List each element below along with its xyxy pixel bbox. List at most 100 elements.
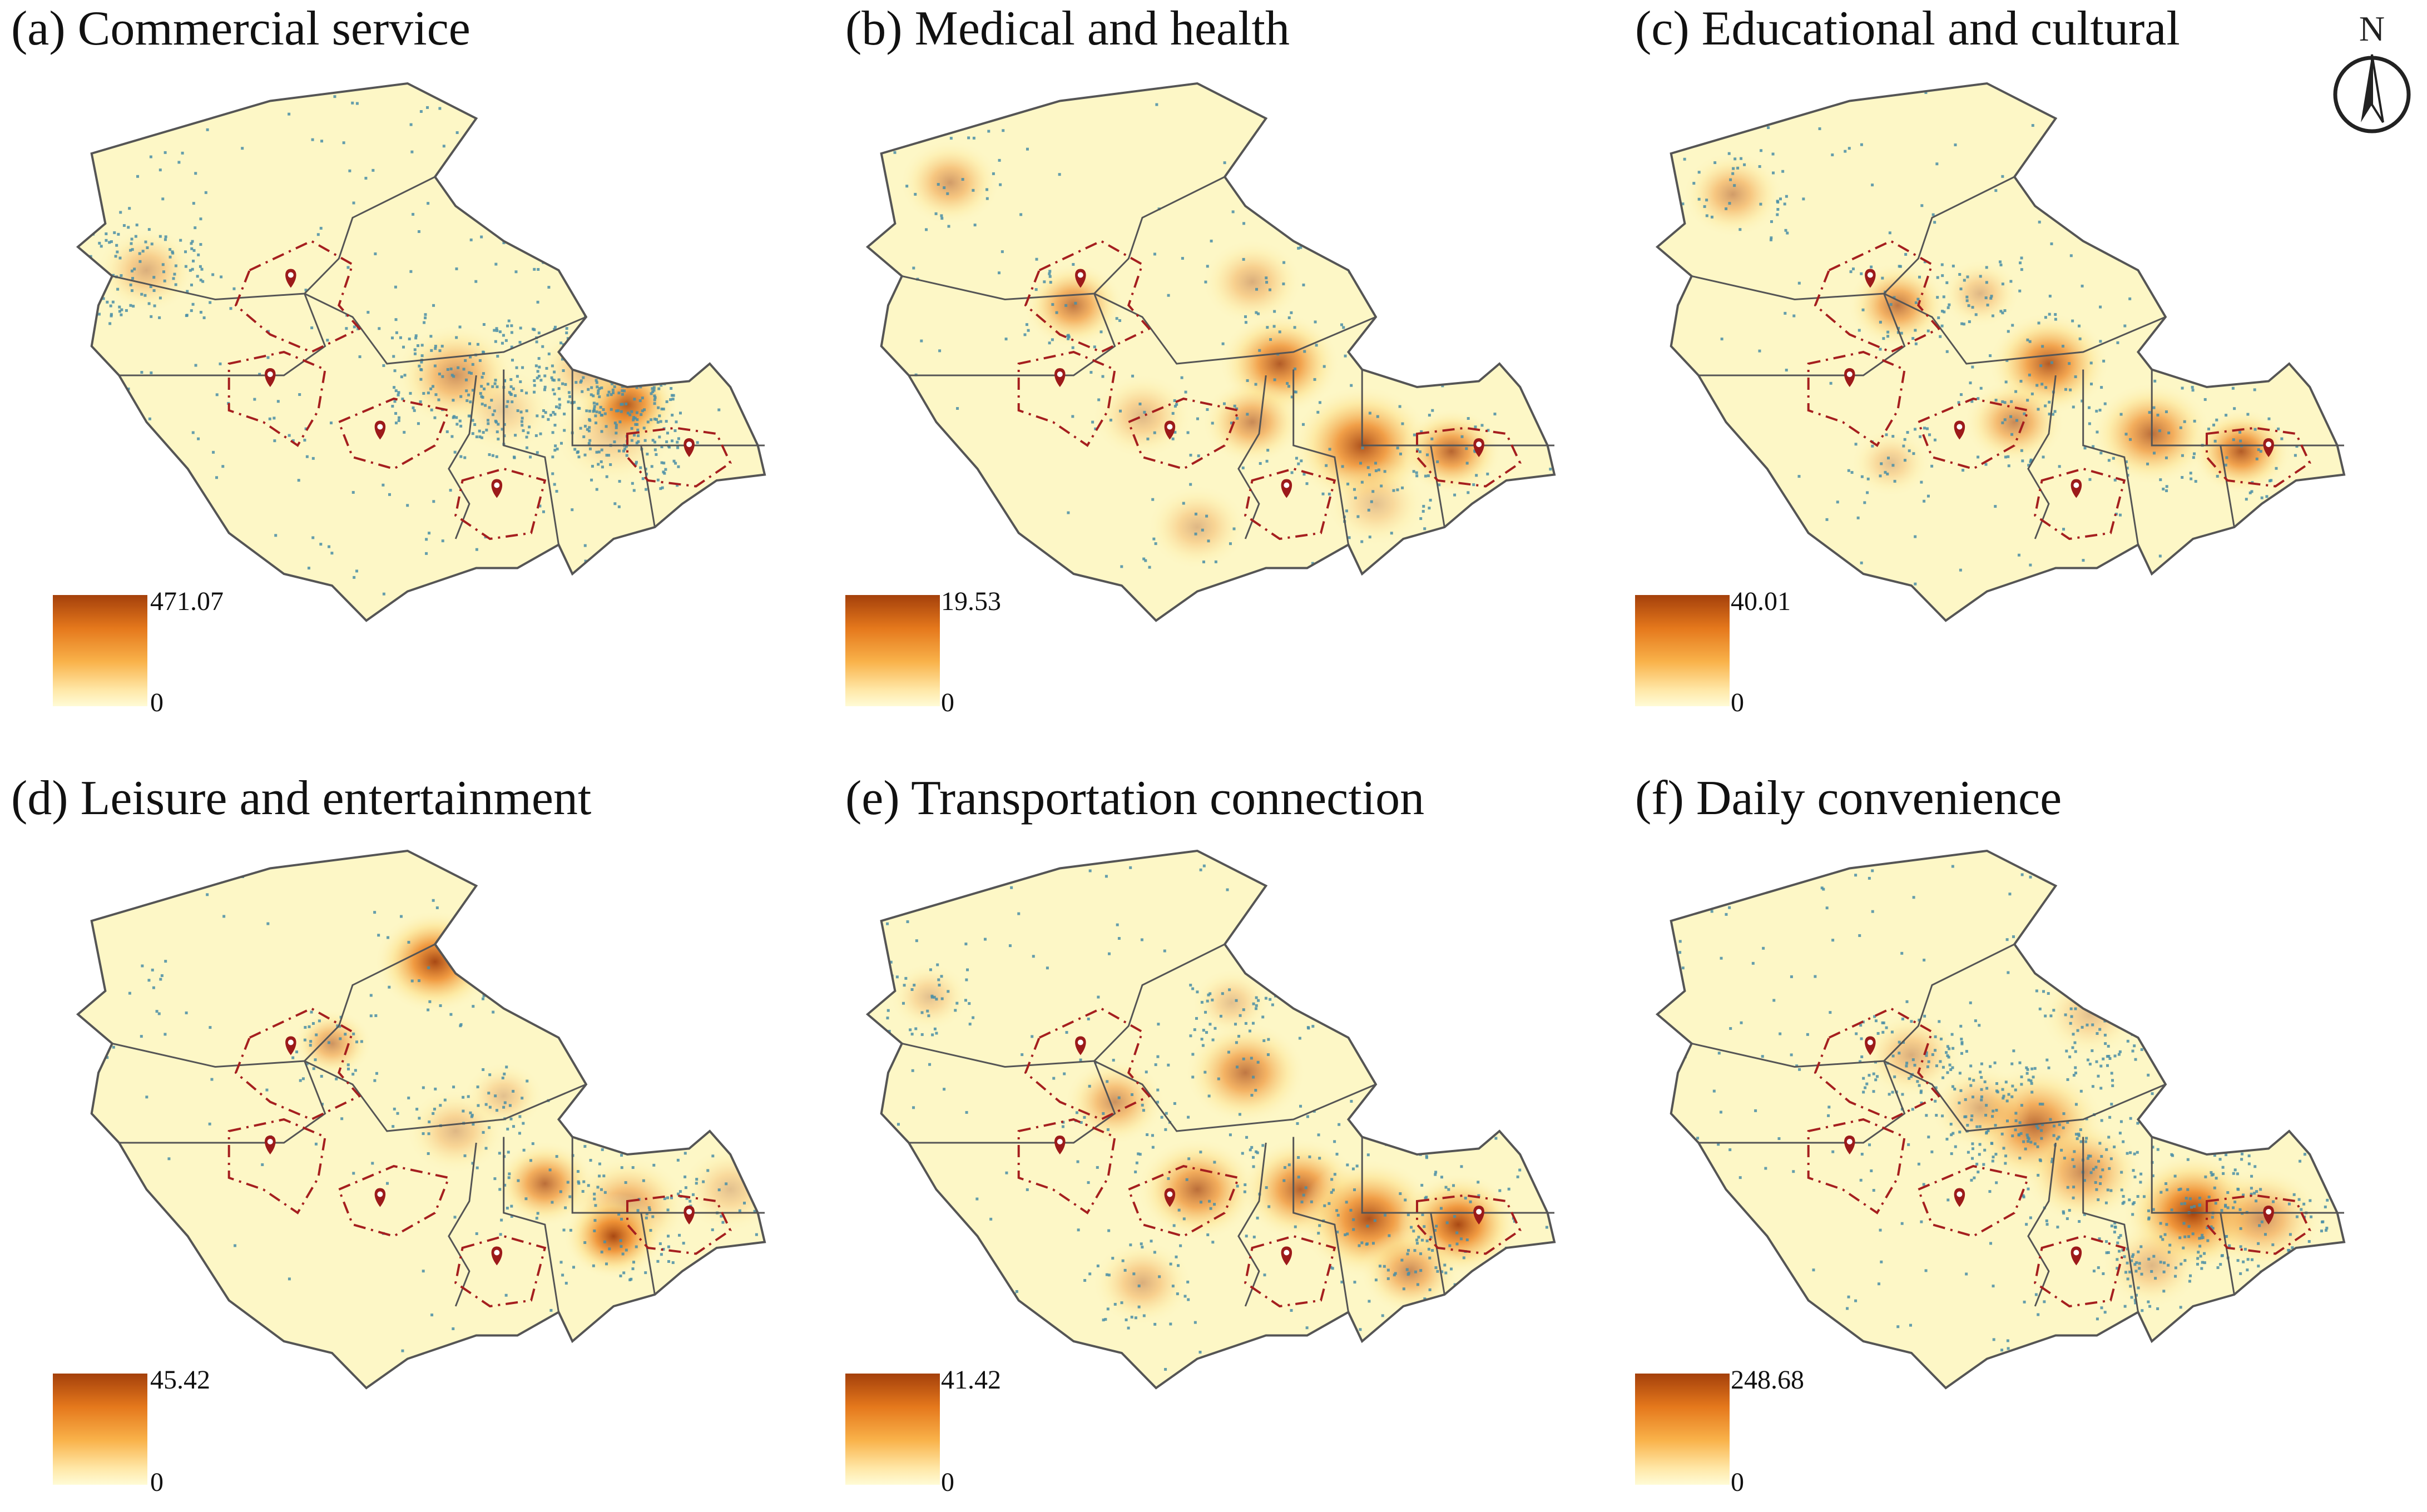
poi-dot [551,455,554,459]
poi-dot [1344,1233,1347,1237]
poi-dot [1201,528,1204,532]
poi-dot [2086,1058,2089,1062]
poi-dot [2152,1208,2155,1211]
poi-dot [2248,1335,2252,1339]
poi-dot [2102,1272,2105,1275]
poi-dot [468,342,472,345]
poi-dot [2026,1068,2029,1071]
poi-dot [1888,1093,1891,1096]
poi-dot [529,1159,532,1162]
poi-dot [1995,1089,1998,1093]
poi-dot [555,1155,558,1158]
poi-dot [1927,1060,1930,1063]
poi-dot [1964,1098,1967,1101]
poi-dot [1138,402,1142,405]
poi-dot [1342,326,1345,329]
poi-dot [2122,1140,2125,1143]
poi-dot [1870,265,1873,269]
poi-dot [620,1245,623,1248]
poi-dot [2246,1081,2249,1084]
poi-dot [678,412,682,415]
poi-dot [2104,1042,2107,1045]
poi-dot [652,1163,656,1167]
poi-dot [2058,1123,2061,1126]
poi-dot [512,387,515,390]
poi-dot [625,402,628,405]
poi-dot [1402,1287,1405,1291]
poi-dot [1792,1170,1795,1173]
poi-dot [432,500,435,503]
poi-dot [1169,1262,1172,1266]
poi-dot [2198,1245,2202,1248]
poi-dot [1910,1020,1913,1023]
poi-dot [442,145,445,148]
poi-dot [1118,319,1122,323]
poi-dot [936,963,939,966]
poi-dot [1088,1346,1092,1350]
poi-dot [432,385,435,388]
poi-dot [578,195,581,199]
poi-dot [1026,147,1029,151]
poi-dot [2146,862,2149,865]
poi-dot [504,339,508,342]
poi-dot [1717,1052,1721,1055]
poi-dot [2133,1298,2137,1302]
poi-dot [2308,1310,2311,1313]
poi-dot [1399,452,1402,455]
poi-dot [2012,935,2015,938]
poi-dot [1203,1070,1207,1074]
poi-dot [1113,1302,1117,1306]
poi-dot [600,460,603,463]
poi-dot [1465,1238,1469,1242]
poi-dot [2152,1255,2156,1258]
poi-dot [2138,1262,2141,1265]
poi-dot [1173,430,1177,434]
poi-dot [1873,1015,1876,1018]
poi-dot [561,1273,564,1277]
poi-dot [2202,918,2205,921]
poi-dot [1167,1063,1170,1067]
district-boundary [304,1060,587,1132]
poi-dot [452,399,455,402]
poi-dot [2027,1078,2030,1082]
poi-dot [655,231,658,234]
panel-c: (c) Educational and cultural 40.01 0 [1579,0,2369,723]
poi-dot [598,395,601,399]
poi-dot [477,1104,480,1107]
poi-dot [2247,1162,2251,1166]
district-boundary [1430,445,1445,528]
density-hotspot [1064,1059,1166,1145]
poi-dot [2073,1165,2076,1168]
poi-dot [2325,1228,2328,1232]
poi-dot [2097,1198,2100,1201]
poi-dot [253,398,256,401]
poi-dot [2027,464,2030,467]
study-zone-outline [227,350,326,447]
poi-dot [1690,464,1693,468]
poi-dot [1202,1029,1205,1032]
poi-dot [662,1248,665,1251]
poi-dot [691,1193,695,1196]
density-hotspot [1136,1138,1258,1241]
poi-dot [1740,1328,1744,1332]
poi-dot [655,418,658,421]
poi-dot [1422,504,1425,508]
poi-dot [1244,315,1247,319]
poi-dot [1486,472,1489,475]
poi-dot [2201,1261,2204,1264]
poi-dot [1683,157,1686,161]
poi-dot [2188,1280,2191,1283]
poi-dot [1431,409,1434,412]
poi-dot [1052,571,1055,574]
poi-dot [455,416,458,419]
poi-dot [2139,1033,2143,1036]
poi-dot [2096,904,2099,907]
poi-dot [2038,1007,2042,1010]
poi-dot [2253,388,2256,391]
poi-dot [1349,176,1352,180]
district-boundary [1361,1137,1554,1214]
poi-dot [975,1197,979,1201]
poi-dot [571,508,574,512]
poi-dot [2011,1084,2014,1088]
poi-dot [122,224,126,227]
